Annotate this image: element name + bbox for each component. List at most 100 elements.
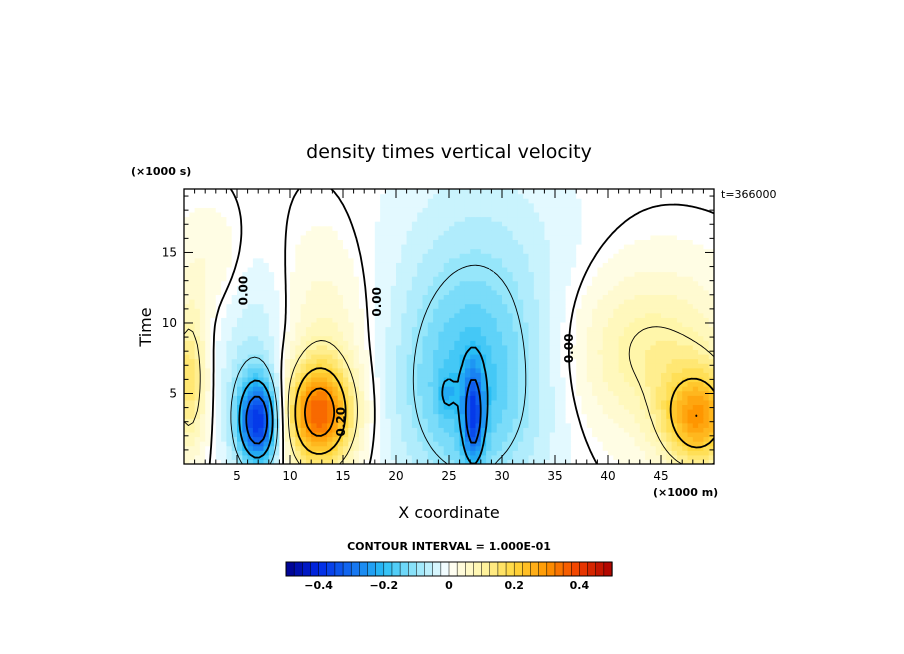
field-cell [311, 349, 318, 355]
field-cell [263, 299, 270, 305]
field-cell [645, 427, 651, 433]
field-cell [549, 445, 556, 451]
field-cell [411, 418, 418, 424]
field-cell [692, 312, 699, 318]
field-cell [194, 248, 201, 254]
field-cell [698, 441, 704, 447]
field-cell [602, 266, 609, 273]
field-cell [396, 276, 402, 282]
field-cell [332, 317, 339, 323]
field-cell [284, 404, 291, 410]
field-cell [406, 399, 413, 406]
field-cell [560, 299, 567, 305]
field-cell [417, 418, 424, 424]
field-cell [343, 257, 349, 263]
field-cell [221, 262, 227, 268]
field-cell [184, 276, 190, 282]
field-cell [311, 317, 318, 323]
field-cell [454, 454, 461, 461]
field-cell [549, 431, 556, 438]
field-cell [332, 372, 339, 378]
field-cell [358, 280, 365, 286]
field-cell [231, 450, 238, 456]
field-cell [528, 257, 535, 263]
field-cell [258, 363, 265, 369]
field-cell [364, 390, 371, 396]
field-cell [221, 285, 227, 291]
field-cell [581, 253, 588, 259]
field-cell [401, 413, 408, 419]
field-cell [332, 422, 339, 428]
field-cell [353, 262, 360, 268]
field-cell [464, 262, 471, 268]
field-cell [268, 285, 275, 291]
field-cell [475, 285, 482, 291]
field-cell [380, 299, 386, 305]
field-cell [321, 445, 328, 451]
field-cell [507, 253, 514, 259]
field-cell [390, 349, 397, 355]
field-cell [708, 454, 714, 461]
field-cell [406, 381, 413, 387]
field-cell [438, 436, 445, 442]
field-cell [263, 454, 270, 461]
field-cell [655, 262, 662, 268]
field-cell [231, 376, 238, 383]
field-cell [645, 445, 651, 451]
field-cell [692, 431, 699, 438]
field-cell [327, 289, 333, 296]
field-cell [475, 445, 482, 451]
field-cell [613, 427, 620, 433]
field-cell [449, 276, 455, 282]
field-cell [502, 376, 508, 383]
field-cell [687, 422, 694, 428]
field-cell [623, 367, 630, 373]
field-cell [676, 454, 683, 461]
field-cell [343, 308, 349, 314]
field-cell [268, 363, 275, 369]
field-cell [406, 422, 413, 428]
field-cell [205, 280, 212, 286]
field-cell [555, 413, 561, 419]
field-cell [480, 248, 487, 254]
field-cell [199, 289, 206, 296]
field-cell [491, 454, 498, 461]
field-cell [252, 257, 259, 263]
field-cell [221, 395, 227, 401]
field-cell [406, 436, 413, 442]
field-cell [332, 308, 339, 314]
field-cell [687, 257, 694, 263]
field-cell [380, 363, 386, 369]
field-cell [459, 386, 466, 392]
field-cell [417, 262, 424, 268]
field-cell [433, 331, 439, 337]
field-cell [459, 413, 466, 419]
field-cell [353, 271, 360, 277]
field-cell [374, 285, 381, 291]
field-cell [374, 386, 381, 392]
field-cell [374, 381, 381, 387]
field-cell [507, 372, 514, 378]
field-cell [290, 344, 296, 351]
field-cell [226, 253, 233, 259]
field-cell [199, 441, 206, 447]
field-cell [295, 399, 302, 406]
field-cell [597, 450, 604, 456]
field-cell [586, 317, 593, 323]
field-cell [258, 335, 265, 341]
field-cell [226, 340, 233, 346]
field-cell [464, 422, 471, 428]
field-cell [226, 404, 233, 410]
field-cell [385, 413, 392, 419]
field-cell [374, 289, 381, 296]
field-cell [348, 303, 355, 309]
field-cell [258, 344, 265, 351]
field-cell [555, 376, 561, 383]
field-cell [629, 427, 636, 433]
field-cell [539, 239, 545, 245]
field-cell [242, 248, 249, 254]
field-cell [449, 354, 455, 360]
field-cell [507, 331, 514, 337]
field-cell [496, 321, 503, 328]
field-cell [650, 459, 657, 464]
